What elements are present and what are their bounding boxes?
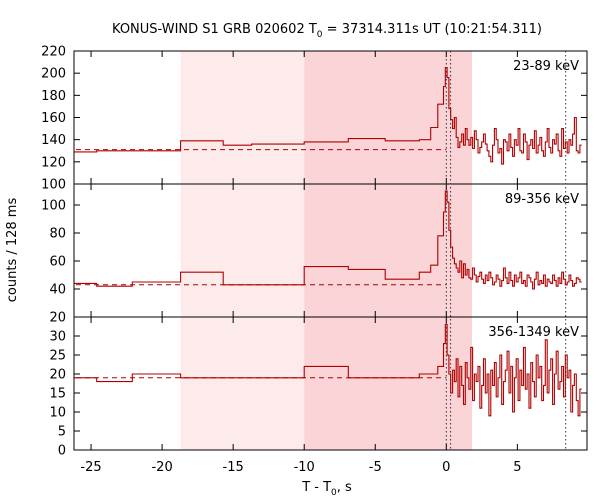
y-tick-label: 20: [49, 368, 66, 383]
y-tick-label: 160: [41, 111, 66, 126]
y-axis-title: counts / 128 ms: [5, 198, 20, 303]
energy-band-label: 356-1349 keV: [488, 325, 579, 340]
shaded-intervals: [180, 51, 472, 450]
chart-title: KONUS-WIND S1 GRB 020602 T0 = 37314.311s…: [112, 22, 542, 40]
y-tick-label: 0: [58, 444, 66, 459]
y-tick-label: 220: [41, 45, 66, 60]
y-tick-label: 60: [49, 255, 66, 270]
y-tick-label: 100: [41, 199, 66, 214]
y-tick-label: 120: [41, 155, 66, 170]
x-tick-label: -10: [294, 460, 315, 475]
shaded-interval-2: [304, 51, 472, 450]
light-curve-series: [74, 190, 582, 290]
panel-frame: [73, 316, 588, 451]
y-tick-label: 40: [49, 283, 66, 298]
light-curve-series: [74, 67, 582, 165]
data-series: [74, 67, 582, 417]
light-curve-series: [74, 324, 582, 417]
y-tick-label: 200: [41, 67, 66, 82]
y-tick-label: 15: [49, 387, 66, 402]
x-tick-label: 0: [442, 460, 450, 475]
x-tick-label: 5: [513, 460, 521, 475]
y-tick-label: 100: [41, 178, 66, 193]
y-tick-label: 140: [41, 133, 66, 148]
energy-band-label: 23-89 keV: [513, 59, 579, 74]
axes-frame: [73, 50, 588, 451]
x-tick-label: -20: [151, 460, 172, 475]
x-tick-label: -5: [369, 460, 382, 475]
x-axis-title: T - T0, s: [301, 480, 352, 498]
y-tick-label: 5: [58, 425, 66, 440]
y-tick-label: 25: [49, 349, 66, 364]
x-tick-label: -15: [223, 460, 244, 475]
x-tick-label: -25: [80, 460, 101, 475]
y-tick-label: 20: [49, 311, 66, 326]
y-tick-label: 30: [49, 330, 66, 345]
energy-band-label: 89-356 keV: [505, 192, 579, 207]
y-tick-label: 80: [49, 227, 66, 242]
text-layer: KONUS-WIND S1 GRB 020602 T0 = 37314.311s…: [5, 22, 579, 498]
shaded-interval-1: [180, 51, 305, 450]
y-tick-label: 10: [49, 406, 66, 421]
y-tick-label: 180: [41, 89, 66, 104]
